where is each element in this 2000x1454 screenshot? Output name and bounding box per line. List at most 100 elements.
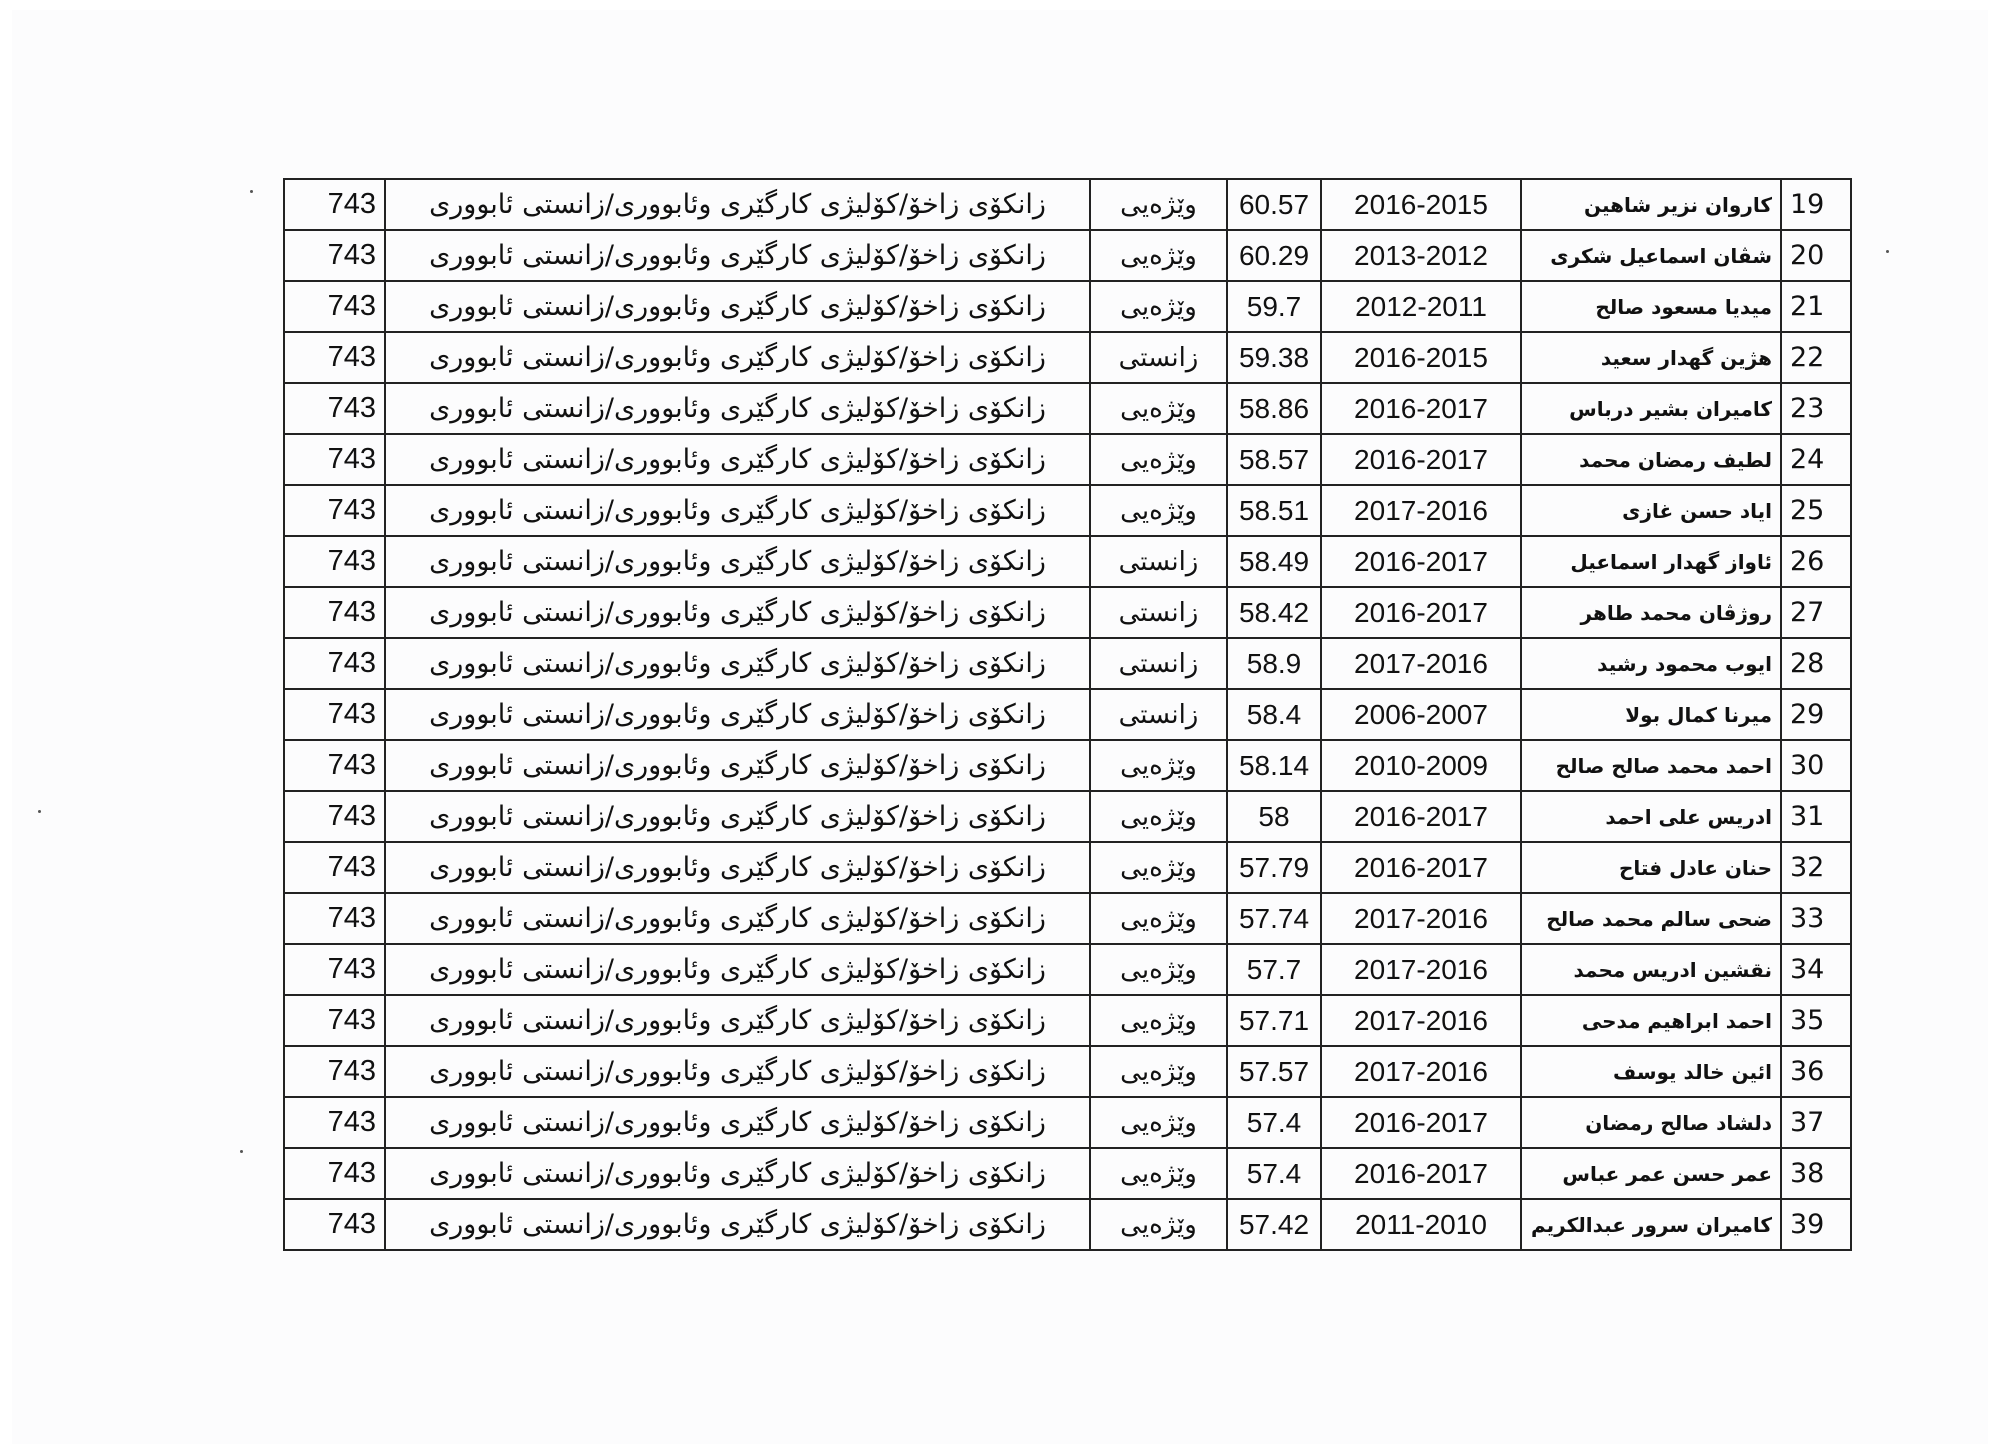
score-cell: 60.57	[1226, 178, 1322, 231]
year-cell: 2010-2009	[1320, 739, 1522, 792]
department-cell: زانکۆی زاخۆ/کۆلیژی کارگێری وئابووری/زانس…	[384, 1045, 1091, 1098]
score-cell: 57.71	[1226, 994, 1322, 1047]
score-cell: 58.49	[1226, 535, 1322, 588]
department-cell: زانکۆی زاخۆ/کۆلیژی کارگێری وئابووری/زانس…	[384, 280, 1091, 333]
row-number-cell: 33	[1780, 892, 1852, 945]
type-cell: وێژەیی	[1089, 1198, 1228, 1251]
code-cell: 743	[283, 484, 386, 537]
row-number-cell: 27	[1780, 586, 1852, 639]
code-cell: 743	[283, 433, 386, 486]
type-cell: وێژەیی	[1089, 892, 1228, 945]
type-cell: وێژەیی	[1089, 1045, 1228, 1098]
score-cell: 59.38	[1226, 331, 1322, 384]
name-cell: ميديا مسعود صالح	[1520, 280, 1782, 333]
name-cell: كاروان نزير شاهين	[1520, 178, 1782, 231]
name-cell: اياد حسن غازى	[1520, 484, 1782, 537]
code-cell: 743	[283, 739, 386, 792]
row-number-cell: 36	[1780, 1045, 1852, 1098]
row-number-cell: 34	[1780, 943, 1852, 996]
code-cell: 743	[283, 688, 386, 741]
table-row: 743 زانکۆی زاخۆ/کۆلیژی کارگێری وئابووری/ز…	[283, 1045, 1852, 1098]
year-cell: 2016-2017	[1320, 790, 1522, 843]
table-row: 743 زانکۆی زاخۆ/کۆلیژی کارگێری وئابووری/ز…	[283, 178, 1852, 231]
score-cell: 58.9	[1226, 637, 1322, 690]
row-number-cell: 32	[1780, 841, 1852, 894]
type-cell: وێژەیی	[1089, 433, 1228, 486]
name-cell: كاميران سرور عبدالكريم	[1520, 1198, 1782, 1251]
year-cell: 2011-2010	[1320, 1198, 1522, 1251]
year-cell: 2016-2017	[1320, 433, 1522, 486]
code-cell: 743	[283, 280, 386, 333]
name-cell: ايوب محمود رشيد	[1520, 637, 1782, 690]
score-cell: 58.57	[1226, 433, 1322, 486]
name-cell: دلشاد صالح رمضان	[1520, 1096, 1782, 1149]
code-cell: 743	[283, 943, 386, 996]
type-cell: زانستی	[1089, 688, 1228, 741]
year-cell: 2017-2016	[1320, 1045, 1522, 1098]
table-row: 743 زانکۆی زاخۆ/کۆلیژی کارگێری وئابووری/ز…	[283, 535, 1852, 588]
year-cell: 2016-2017	[1320, 382, 1522, 435]
department-cell: زانکۆی زاخۆ/کۆلیژی کارگێری وئابووری/زانس…	[384, 382, 1091, 435]
department-cell: زانکۆی زاخۆ/کۆلیژی کارگێری وئابووری/زانس…	[384, 229, 1091, 282]
type-cell: زانستی	[1089, 586, 1228, 639]
name-cell: نقشين ادريس محمد	[1520, 943, 1782, 996]
name-cell: عمر حسن عمر عباس	[1520, 1147, 1782, 1200]
name-cell: حنان عادل فتاح	[1520, 841, 1782, 894]
score-cell: 58.4	[1226, 688, 1322, 741]
code-cell: 743	[283, 229, 386, 282]
department-cell: زانکۆی زاخۆ/کۆلیژی کارگێری وئابووری/زانس…	[384, 1147, 1091, 1200]
row-number-cell: 39	[1780, 1198, 1852, 1251]
table-row: 743 زانکۆی زاخۆ/کۆلیژی کارگێری وئابووری/ز…	[283, 433, 1852, 486]
score-cell: 57.74	[1226, 892, 1322, 945]
department-cell: زانکۆی زاخۆ/کۆلیژی کارگێری وئابووری/زانس…	[384, 1198, 1091, 1251]
code-cell: 743	[283, 637, 386, 690]
department-cell: زانکۆی زاخۆ/کۆلیژی کارگێری وئابووری/زانس…	[384, 535, 1091, 588]
code-cell: 743	[283, 178, 386, 231]
code-cell: 743	[283, 892, 386, 945]
score-cell: 57.79	[1226, 841, 1322, 894]
row-number-cell: 29	[1780, 688, 1852, 741]
score-cell: 59.7	[1226, 280, 1322, 333]
code-cell: 743	[283, 994, 386, 1047]
score-cell: 58.42	[1226, 586, 1322, 639]
year-cell: 2017-2016	[1320, 637, 1522, 690]
department-cell: زانکۆی زاخۆ/کۆلیژی کارگێری وئابووری/زانس…	[384, 586, 1091, 639]
table-row: 743 زانکۆی زاخۆ/کۆلیژی کارگێری وئابووری/ز…	[283, 688, 1852, 741]
table-row: 743 زانکۆی زاخۆ/کۆلیژی کارگێری وئابووری/ز…	[283, 994, 1852, 1047]
table-row: 743 زانکۆی زاخۆ/کۆلیژی کارگێری وئابووری/ز…	[283, 943, 1852, 996]
score-cell: 57.4	[1226, 1096, 1322, 1149]
department-cell: زانکۆی زاخۆ/کۆلیژی کارگێری وئابووری/زانس…	[384, 790, 1091, 843]
score-cell: 57.7	[1226, 943, 1322, 996]
scan-speck	[250, 190, 253, 193]
code-cell: 743	[283, 382, 386, 435]
department-cell: زانکۆی زاخۆ/کۆلیژی کارگێری وئابووری/زانس…	[384, 994, 1091, 1047]
name-cell: ائين خالد يوسف	[1520, 1045, 1782, 1098]
table-row: 743 زانکۆی زاخۆ/کۆلیژی کارگێری وئابووری/ز…	[283, 331, 1852, 384]
code-cell: 743	[283, 1096, 386, 1149]
department-cell: زانکۆی زاخۆ/کۆلیژی کارگێری وئابووری/زانس…	[384, 178, 1091, 231]
type-cell: وێژەیی	[1089, 229, 1228, 282]
scan-speck	[38, 810, 41, 813]
row-number-cell: 35	[1780, 994, 1852, 1047]
name-cell: روژڤان محمد طاهر	[1520, 586, 1782, 639]
department-cell: زانکۆی زاخۆ/کۆلیژی کارگێری وئابووری/زانس…	[384, 331, 1091, 384]
type-cell: وێژەیی	[1089, 382, 1228, 435]
table-row: 743 زانکۆی زاخۆ/کۆلیژی کارگێری وئابووری/ز…	[283, 229, 1852, 282]
department-cell: زانکۆی زاخۆ/کۆلیژی کارگێری وئابووری/زانس…	[384, 484, 1091, 537]
year-cell: 2016-2015	[1320, 178, 1522, 231]
row-number-cell: 24	[1780, 433, 1852, 486]
name-cell: شڤان اسماعيل شكرى	[1520, 229, 1782, 282]
row-number-cell: 38	[1780, 1147, 1852, 1200]
table-row: 743 زانکۆی زاخۆ/کۆلیژی کارگێری وئابووری/ز…	[283, 280, 1852, 333]
row-number-cell: 22	[1780, 331, 1852, 384]
type-cell: وێژەیی	[1089, 280, 1228, 333]
table-row: 743 زانکۆی زاخۆ/کۆلیژی کارگێری وئابووری/ز…	[283, 892, 1852, 945]
code-cell: 743	[283, 1045, 386, 1098]
row-number-cell: 31	[1780, 790, 1852, 843]
row-number-cell: 23	[1780, 382, 1852, 435]
code-cell: 743	[283, 841, 386, 894]
row-number-cell: 28	[1780, 637, 1852, 690]
type-cell: وێژەیی	[1089, 994, 1228, 1047]
type-cell: وێژەیی	[1089, 841, 1228, 894]
type-cell: وێژەیی	[1089, 739, 1228, 792]
